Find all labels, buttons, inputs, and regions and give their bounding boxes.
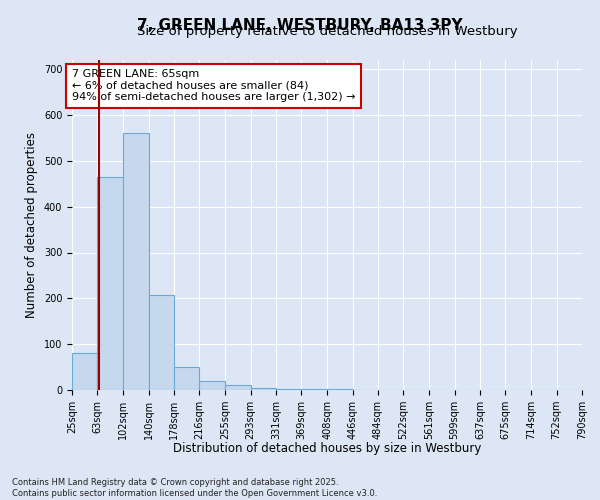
Bar [328, 389, 353, 390]
Bar [72, 354, 97, 390]
Bar [226, 386, 251, 390]
Bar [276, 388, 301, 390]
Y-axis label: Number of detached properties: Number of detached properties [25, 132, 38, 318]
X-axis label: Distribution of detached houses by size in Westbury: Distribution of detached houses by size … [173, 442, 481, 455]
Bar [199, 381, 226, 390]
Text: 7, GREEN LANE, WESTBURY, BA13 3PY: 7, GREEN LANE, WESTBURY, BA13 3PY [137, 18, 463, 32]
Bar [124, 134, 149, 390]
Bar [251, 388, 276, 390]
Bar [174, 367, 199, 390]
Bar [301, 389, 328, 390]
Text: 7 GREEN LANE: 65sqm
← 6% of detached houses are smaller (84)
94% of semi-detache: 7 GREEN LANE: 65sqm ← 6% of detached hou… [72, 69, 355, 102]
Bar [149, 295, 174, 390]
Text: Contains HM Land Registry data © Crown copyright and database right 2025.
Contai: Contains HM Land Registry data © Crown c… [12, 478, 377, 498]
Title: Size of property relative to detached houses in Westbury: Size of property relative to detached ho… [137, 25, 517, 38]
Bar [97, 177, 124, 390]
